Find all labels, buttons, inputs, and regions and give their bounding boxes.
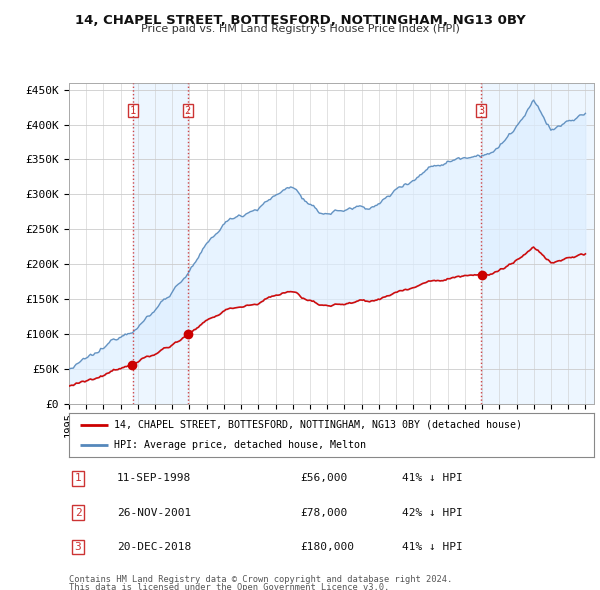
Text: £180,000: £180,000 — [300, 542, 354, 552]
Text: This data is licensed under the Open Government Licence v3.0.: This data is licensed under the Open Gov… — [69, 583, 389, 590]
Text: 2: 2 — [185, 106, 191, 116]
Text: HPI: Average price, detached house, Melton: HPI: Average price, detached house, Melt… — [113, 440, 365, 450]
Text: 1: 1 — [130, 106, 136, 116]
Bar — [481, 83, 594, 404]
Text: 26-NOV-2001: 26-NOV-2001 — [117, 508, 191, 517]
Text: £78,000: £78,000 — [300, 508, 347, 517]
Text: Price paid vs. HM Land Registry's House Price Index (HPI): Price paid vs. HM Land Registry's House … — [140, 24, 460, 34]
Text: £56,000: £56,000 — [300, 474, 347, 483]
Text: 41% ↓ HPI: 41% ↓ HPI — [402, 542, 463, 552]
Text: 11-SEP-1998: 11-SEP-1998 — [117, 474, 191, 483]
Bar — [133, 83, 188, 404]
Text: 14, CHAPEL STREET, BOTTESFORD, NOTTINGHAM, NG13 0BY: 14, CHAPEL STREET, BOTTESFORD, NOTTINGHA… — [74, 14, 526, 27]
Text: 14, CHAPEL STREET, BOTTESFORD, NOTTINGHAM, NG13 0BY (detached house): 14, CHAPEL STREET, BOTTESFORD, NOTTINGHA… — [113, 420, 521, 430]
Text: 1: 1 — [74, 474, 82, 483]
Text: 42% ↓ HPI: 42% ↓ HPI — [402, 508, 463, 517]
Text: 41% ↓ HPI: 41% ↓ HPI — [402, 474, 463, 483]
Text: 3: 3 — [478, 106, 485, 116]
Text: 2: 2 — [74, 508, 82, 517]
Text: Contains HM Land Registry data © Crown copyright and database right 2024.: Contains HM Land Registry data © Crown c… — [69, 575, 452, 584]
Text: 3: 3 — [74, 542, 82, 552]
Text: 20-DEC-2018: 20-DEC-2018 — [117, 542, 191, 552]
